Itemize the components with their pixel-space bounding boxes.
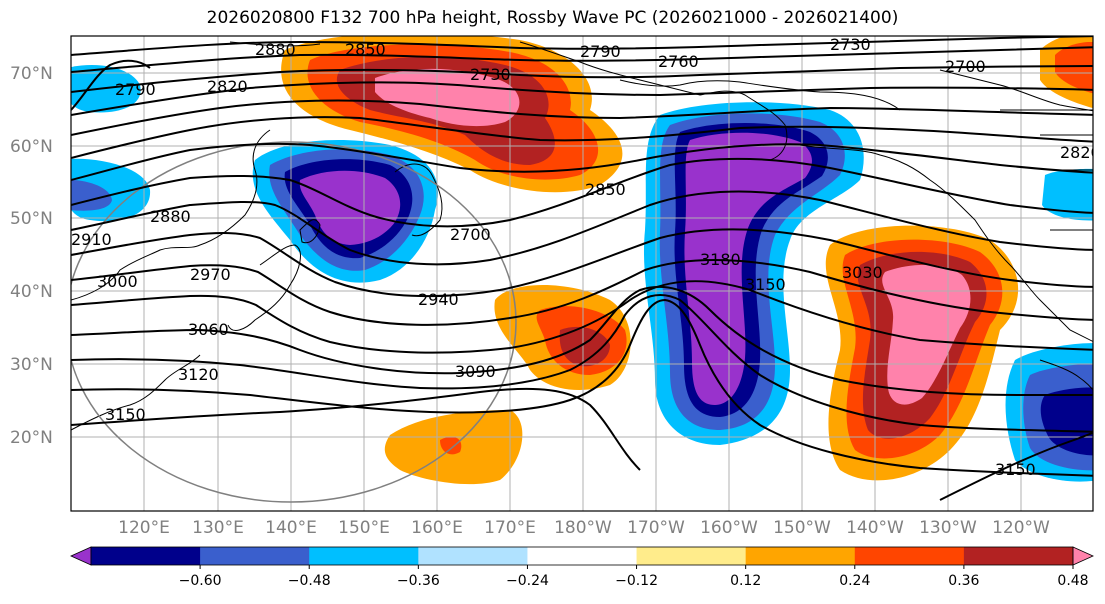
colorbar-tick-label: −0.24 (506, 573, 549, 589)
lat-label: 30°N (10, 355, 53, 375)
colorbar-swatch (418, 547, 528, 565)
colorbar-tick-label: −0.60 (179, 573, 222, 589)
lat-label: 60°N (10, 137, 53, 157)
colorbar-swatch (636, 547, 747, 565)
colorbar-extend-high (1072, 546, 1094, 566)
contour-label: 3060 (188, 320, 229, 339)
colorbar-swatch (91, 547, 201, 565)
contour-label: 3000 (97, 272, 138, 291)
colorbar-swatch (745, 547, 856, 565)
lat-label: 50°N (10, 209, 53, 229)
colorbar-tick-label: −0.48 (288, 573, 331, 589)
lon-label: 120°W (992, 518, 1050, 538)
colorbar-tick-label: 0.36 (948, 573, 979, 589)
contour-label: 2790 (580, 42, 621, 61)
contour-label: 2700 (450, 225, 491, 244)
contour-label: 2760 (658, 52, 699, 71)
latitude-labels: 70°N 60°N 50°N 40°N 30°N 20°N (10, 64, 53, 448)
gridlines (71, 36, 1093, 511)
map-plot-area: 2880 2850 2790 2760 2730 2700 2820 2790 … (71, 35, 1101, 511)
colorbar-swatch (963, 547, 1074, 565)
colorbar-tick-label: −0.36 (397, 573, 440, 589)
contour-label: 2790 (115, 80, 156, 99)
contour-label: 2730 (830, 35, 871, 54)
colorbar: −0.60 −0.48 −0.36 −0.24 −0.12 0.12 0.24 0.36 0.4… (70, 546, 1094, 589)
colorbar-swatch (200, 547, 310, 565)
colorbar-frame (90, 546, 1074, 566)
contour-label: 2910 (71, 230, 112, 249)
contour-label: 3150 (105, 405, 146, 424)
map-title: 2026020800 F132 700 hPa height, Rossby W… (206, 8, 899, 28)
lat-label: 40°N (10, 282, 53, 302)
lat-label: 70°N (10, 64, 53, 84)
lon-label: 130°W (919, 518, 977, 538)
height-contours (71, 36, 1093, 501)
colorbar-swatch (309, 547, 419, 565)
great-circle-outline (71, 141, 517, 503)
colorbar-extend-low (70, 546, 92, 566)
contour-label: 3150 (745, 275, 786, 294)
lon-label: 170°W (627, 518, 685, 538)
lon-label: 180°W (554, 518, 612, 538)
lon-label: 160°E (411, 518, 463, 538)
coastlines (71, 41, 1093, 431)
contour-label: 2880 (150, 207, 191, 226)
contour-label: 3120 (178, 365, 219, 384)
colorbar-tick-label: 0.24 (839, 573, 870, 589)
colorbar-swatch (527, 547, 638, 565)
lat-label: 20°N (10, 428, 53, 448)
map-frame (70, 35, 1094, 512)
contour-label: 2820 (1060, 143, 1101, 162)
lon-label: 120°E (118, 518, 170, 538)
longitude-labels: 120°E 130°E 140°E 150°E 160°E 170°E 180°… (118, 518, 1050, 538)
lon-label: 130°E (192, 518, 244, 538)
contour-label: 3150 (995, 460, 1036, 479)
contour-label: 2820 (207, 77, 248, 96)
contour-label: 3180 (700, 250, 741, 269)
contour-label: 2700 (945, 57, 986, 76)
colorbar-tick-label: −0.12 (615, 573, 658, 589)
colorbar-tick-label: 0.48 (1057, 573, 1088, 589)
lon-label: 150°W (773, 518, 831, 538)
lon-label: 140°E (265, 518, 317, 538)
contour-label: 2880 (255, 40, 296, 59)
colorbar-tick-label: 0.12 (730, 573, 761, 589)
contour-label: 3030 (842, 263, 883, 282)
colorbar-swatch (854, 547, 965, 565)
lon-label: 150°E (338, 518, 390, 538)
contour-label: 2850 (585, 180, 626, 199)
contour-labels: 2880 2850 2790 2760 2730 2700 2820 2790 … (71, 35, 1101, 479)
contour-label: 2850 (345, 40, 386, 59)
contour-label: 3090 (455, 362, 496, 381)
lon-label: 140°W (846, 518, 904, 538)
contour-label: 2970 (190, 265, 231, 284)
lon-label: 170°E (484, 518, 536, 538)
lon-label: 160°W (700, 518, 758, 538)
contour-label: 2730 (470, 65, 511, 84)
contour-label: 2940 (418, 290, 459, 309)
